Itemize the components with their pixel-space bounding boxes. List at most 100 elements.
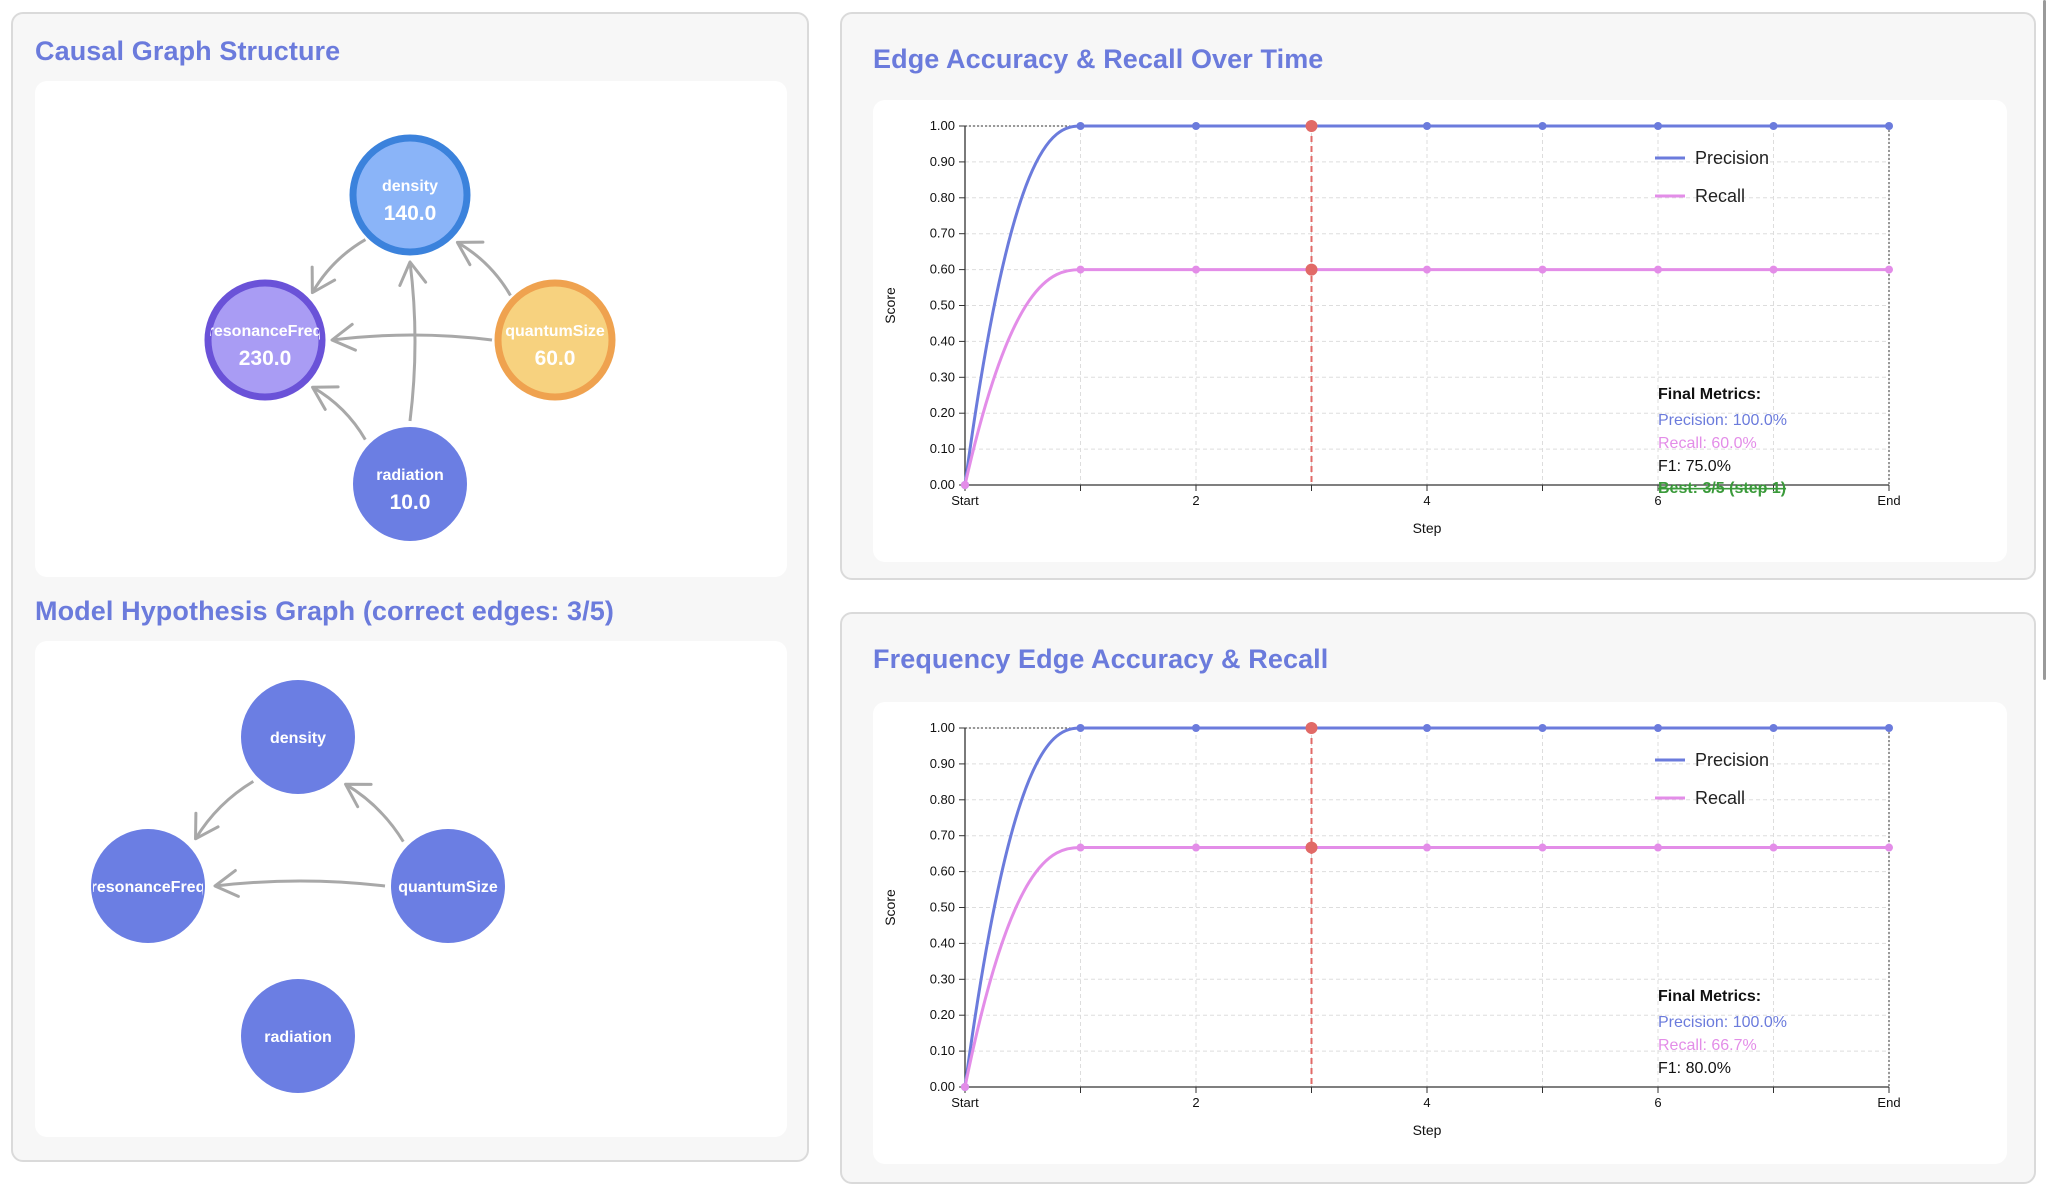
data-point-recall[interactable] bbox=[1192, 265, 1200, 274]
data-point-precision[interactable] bbox=[1192, 122, 1200, 130]
node-quantumSize-circle bbox=[494, 279, 616, 401]
y-tick-label: 0.90 bbox=[930, 756, 955, 771]
node-density[interactable]: density bbox=[241, 680, 355, 794]
arrowhead-radiation-to-resonanceFreq bbox=[311, 385, 340, 411]
data-point-recall[interactable] bbox=[1885, 843, 1893, 852]
node-density[interactable]: density 140.0 bbox=[349, 134, 471, 256]
series-line-recall bbox=[963, 268, 1889, 486]
y-tick-label: 0.80 bbox=[930, 792, 955, 807]
data-point-precision[interactable] bbox=[1538, 122, 1547, 130]
edge-accuracy-panel: Edge Accuracy & Recall Over Time 0.00 0.1… bbox=[840, 12, 2036, 580]
data-point-precision[interactable] bbox=[1654, 724, 1662, 732]
final-metrics-heading: Final Metrics: bbox=[1658, 988, 1761, 1005]
data-point-precision[interactable] bbox=[1076, 724, 1085, 732]
edge-radiation-to-density bbox=[408, 261, 417, 422]
y-tick-label: 0.50 bbox=[930, 298, 955, 313]
x-tick-label: 6 bbox=[1654, 493, 1661, 508]
data-point-precision[interactable] bbox=[1654, 122, 1662, 130]
data-point-precision[interactable] bbox=[1885, 122, 1893, 130]
frequency-edge-chart: 0.00 0.10 0.20 0.30 0.40 0.50 0.60 0.70 0.80 0.90… bbox=[882, 720, 1901, 1138]
y-tick-label: 0.20 bbox=[930, 405, 955, 420]
y-tick-label: 0.60 bbox=[930, 262, 955, 277]
arrowhead-quantumSize-to-density bbox=[455, 240, 485, 267]
data-point-recall[interactable] bbox=[1654, 265, 1662, 274]
data-point-precision[interactable] bbox=[1538, 724, 1547, 732]
x-axis-label: Step bbox=[1413, 1122, 1442, 1138]
data-point-recall[interactable] bbox=[1076, 843, 1085, 852]
chart-grid bbox=[964, 727, 1890, 1088]
chart-grid bbox=[964, 125, 1890, 486]
data-point-recall[interactable] bbox=[1076, 265, 1085, 274]
node-density-label: density bbox=[382, 178, 438, 195]
data-point-recall[interactable] bbox=[1305, 263, 1318, 276]
node-quantumSize[interactable]: quantumSize bbox=[391, 829, 505, 943]
edge-accuracy-title: Edge Accuracy & Recall Over Time bbox=[873, 44, 1324, 74]
node-density-circle bbox=[241, 680, 355, 794]
node-quantumSize[interactable]: quantumSize 60.0 bbox=[494, 279, 616, 401]
arrowhead-quantumSize-to-density bbox=[344, 782, 373, 809]
data-point-recall[interactable] bbox=[1423, 843, 1431, 852]
node-radiation-label: radiation bbox=[264, 1029, 332, 1046]
arrowhead-quantumSize-to-resonanceFreq bbox=[330, 322, 357, 352]
y-axis-label: Score bbox=[882, 889, 898, 926]
frequency-edge-panel: Frequency Edge Accuracy & Recall 0.00 0.1… bbox=[840, 612, 2036, 1184]
data-point-recall[interactable] bbox=[1192, 843, 1200, 852]
y-tick-label: 0.70 bbox=[930, 828, 955, 843]
node-resonanceFreq-value: 230.0 bbox=[239, 347, 292, 370]
node-resonanceFreq[interactable]: resonanceFreq bbox=[91, 829, 206, 943]
y-tick-label: 1.00 bbox=[930, 720, 955, 735]
node-resonanceFreq[interactable]: resonanceFreq 230.0 bbox=[204, 279, 326, 401]
edge-density-to-resonanceFreq bbox=[311, 238, 367, 294]
y-tick-label: 1.00 bbox=[930, 118, 955, 133]
node-radiation-value: 10.0 bbox=[390, 491, 431, 514]
page-scrollbar[interactable] bbox=[2043, 0, 2046, 680]
data-point-recall[interactable] bbox=[1305, 841, 1318, 854]
data-point-precision[interactable] bbox=[1769, 122, 1778, 130]
final-metrics-recall: Recall: 60.0% bbox=[1658, 435, 1757, 452]
series-line-recall bbox=[963, 846, 1889, 1088]
frequency-edge-card: 0.00 0.10 0.20 0.30 0.40 0.50 0.60 0.70 0.80 0.90… bbox=[873, 702, 2007, 1164]
data-point-recall[interactable] bbox=[961, 1083, 969, 1091]
data-point-recall[interactable] bbox=[1538, 843, 1547, 852]
data-point-recall[interactable] bbox=[961, 481, 969, 489]
node-resonanceFreq-circle bbox=[204, 279, 326, 401]
node-quantumSize-label: quantumSize bbox=[398, 879, 498, 896]
arrowhead-density-to-resonanceFreq bbox=[194, 811, 220, 841]
edge-quantumSize-to-resonanceFreq bbox=[214, 879, 386, 888]
y-tick-label: 0.40 bbox=[930, 935, 955, 950]
node-density-label: density bbox=[270, 730, 326, 747]
data-point-recall[interactable] bbox=[1654, 843, 1662, 852]
data-point-recall[interactable] bbox=[1423, 265, 1431, 274]
data-point-precision[interactable] bbox=[1423, 122, 1431, 130]
data-point-recall[interactable] bbox=[1769, 265, 1778, 274]
data-point-precision[interactable] bbox=[1305, 120, 1318, 132]
node-density-circle bbox=[349, 134, 471, 256]
data-point-precision[interactable] bbox=[1423, 724, 1431, 732]
legend-label-recall: Recall bbox=[1695, 186, 1745, 206]
causal-graph-title: Causal Graph Structure bbox=[35, 36, 341, 66]
node-resonanceFreq-circle bbox=[91, 829, 205, 943]
data-point-precision[interactable] bbox=[1192, 724, 1200, 732]
x-tick-label: 2 bbox=[1192, 493, 1199, 508]
node-radiation[interactable]: radiation 10.0 bbox=[353, 427, 467, 541]
hypothesis-graph-canvas: density resonanceFreq quantumSize radiation bbox=[91, 680, 505, 1093]
final-metrics-heading: Final Metrics: bbox=[1658, 386, 1761, 403]
data-point-recall[interactable] bbox=[1538, 265, 1547, 274]
node-radiation[interactable]: radiation bbox=[241, 979, 355, 1093]
data-point-precision[interactable] bbox=[1076, 122, 1085, 130]
data-point-precision[interactable] bbox=[1305, 722, 1318, 734]
data-point-recall[interactable] bbox=[1769, 843, 1778, 852]
data-point-precision[interactable] bbox=[1885, 724, 1893, 732]
final-metrics-f1: F1: 80.0% bbox=[1658, 1060, 1731, 1077]
y-tick-label: 0.00 bbox=[930, 477, 955, 492]
hypothesis-graph-title: Model Hypothesis Graph (correct edges: 3… bbox=[35, 596, 614, 626]
data-point-recall[interactable] bbox=[1885, 265, 1893, 274]
y-tick-label: 0.10 bbox=[930, 441, 955, 456]
x-tick-label: 4 bbox=[1423, 493, 1430, 508]
edge-quantumSize-to-resonanceFreq bbox=[331, 333, 493, 342]
data-point-precision[interactable] bbox=[1769, 724, 1778, 732]
edge-density-to-resonanceFreq bbox=[194, 780, 255, 840]
node-density-value: 140.0 bbox=[384, 202, 437, 225]
x-axis-label: Step bbox=[1413, 520, 1442, 536]
y-tick-label: 0.30 bbox=[930, 369, 955, 384]
